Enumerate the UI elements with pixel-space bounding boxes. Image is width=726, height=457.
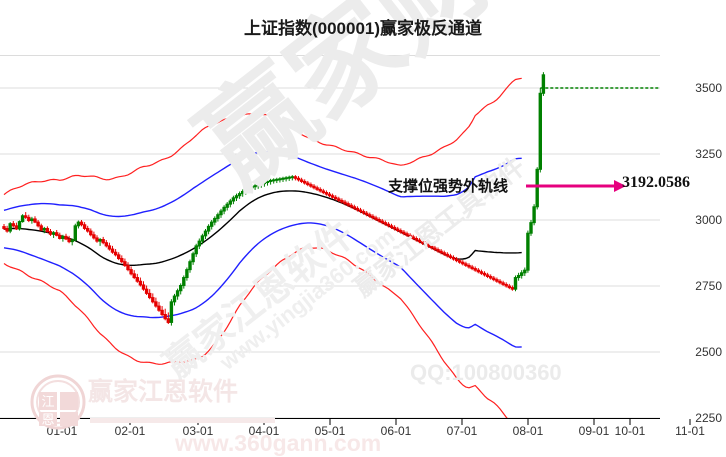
annotation-label: 支撑位强势外轨线 xyxy=(388,178,509,195)
y-axis-tick: 2250 xyxy=(695,411,722,425)
y-axis-tick: 3250 xyxy=(695,147,722,161)
annotation-price-value: 3192.0586 xyxy=(622,174,690,191)
x-axis-tick: 07-01 xyxy=(446,424,478,438)
y-axis-tick: 2500 xyxy=(695,345,722,359)
seal-char-bottom: 恩 xyxy=(41,412,54,427)
seal-logo-icon: 江 恩 xyxy=(30,374,86,430)
chart-canvas xyxy=(0,55,660,418)
seal-char-top: 江 xyxy=(41,394,54,409)
x-axis-tick: 11-01 xyxy=(675,424,705,438)
watermark-underline xyxy=(90,418,275,423)
annotation-arrow xyxy=(526,180,626,192)
y-axis-tick: 2750 xyxy=(695,279,722,293)
x-axis-tick: 02-01 xyxy=(114,424,146,438)
x-axis-tick: 03-01 xyxy=(182,424,214,438)
y-axis-tick: 3500 xyxy=(695,81,722,95)
x-axis-tick: 08-01 xyxy=(512,424,544,438)
x-axis-tick: 09-01 xyxy=(578,424,610,438)
x-axis-tick: 04-01 xyxy=(248,424,280,438)
x-axis-tick: 05-01 xyxy=(314,424,346,438)
chart-plot-area xyxy=(0,55,660,418)
x-axis-tick: 10-01 xyxy=(614,424,646,438)
x-axis-tick: 06-01 xyxy=(380,424,412,438)
gridlines xyxy=(0,55,660,418)
page-title: 上证指数(000001)赢家极反通道 xyxy=(243,19,483,38)
y-axis-tick: 3000 xyxy=(695,213,722,227)
candlesticks xyxy=(2,72,546,326)
